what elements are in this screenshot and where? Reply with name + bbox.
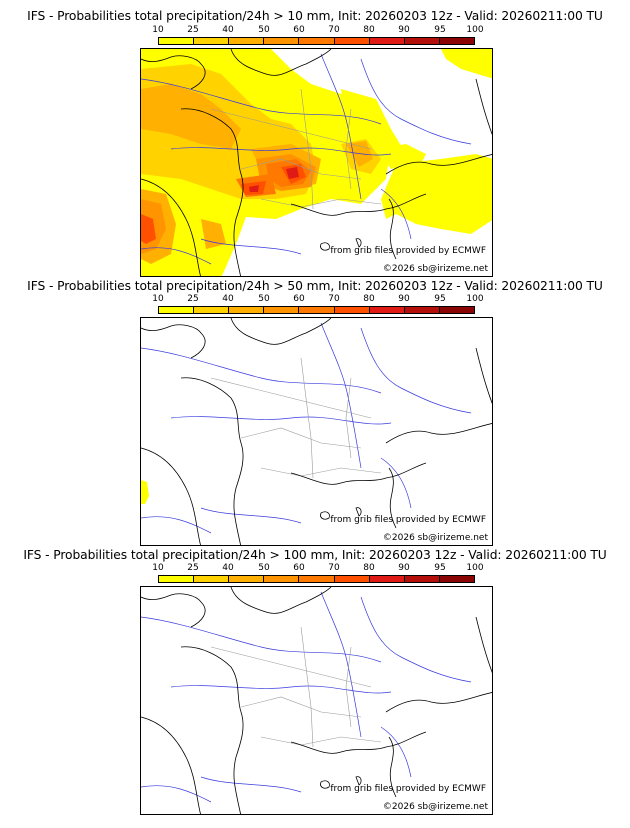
probability-field — [141, 480, 149, 504]
coastline — [141, 49, 492, 276]
tick-label: 80 — [363, 294, 375, 304]
tick-label: 70 — [328, 294, 340, 304]
colorbar-ticks: 10 25 40 50 60 70 80 90 95 100 — [0, 563, 630, 574]
coastline — [141, 318, 492, 545]
tick-label: 10 — [152, 25, 164, 35]
colorbar-segment — [403, 576, 439, 582]
colorbar-segment — [193, 307, 229, 313]
panel-title: IFS - Probabilities total precipitation/… — [23, 548, 607, 562]
tick-label: 60 — [293, 294, 305, 304]
colorbar-segment — [333, 307, 369, 313]
tick-label: 10 — [152, 294, 164, 304]
colorbar-segment — [368, 576, 404, 582]
colorbar-segment — [403, 38, 439, 44]
panel-title: IFS - Probabilities total precipitation/… — [27, 9, 603, 23]
map-frame: from grib files provided by ECMWF ©2026 … — [140, 586, 493, 815]
rivers — [141, 53, 472, 265]
copyright-credit: ©2026 sb@irizeme.net — [382, 802, 488, 812]
tick-label: 90 — [398, 563, 410, 573]
colorbar-segment — [438, 307, 474, 313]
colorbar — [158, 306, 475, 314]
tick-label: 60 — [293, 563, 305, 573]
colorbar — [158, 575, 475, 583]
colorbar-segment — [193, 576, 229, 582]
colorbar-segment — [159, 576, 194, 582]
colorbar — [158, 37, 475, 45]
tick-label: 80 — [363, 563, 375, 573]
colorbar-segment — [333, 38, 369, 44]
colorbar-segment — [228, 307, 264, 313]
probability-map — [141, 318, 492, 545]
tick-label: 40 — [222, 25, 234, 35]
colorbar-segment — [159, 307, 194, 313]
probability-map — [141, 587, 492, 814]
colorbar-segment — [263, 38, 299, 44]
map-frame: from grib files provided by ECMWF ©2026 … — [140, 317, 493, 546]
tick-label: 25 — [187, 563, 199, 573]
colorbar-ticks: 10 25 40 50 60 70 80 90 95 100 — [0, 25, 630, 36]
tick-label: 50 — [258, 294, 270, 304]
tick-label: 95 — [434, 294, 446, 304]
colorbar-segment — [298, 307, 334, 313]
colorbar-segment — [438, 576, 474, 582]
source-credit: from grib files provided by ECMWF — [330, 515, 486, 525]
colorbar-segment — [193, 38, 229, 44]
colorbar-segment — [298, 576, 334, 582]
panel-title: IFS - Probabilities total precipitation/… — [27, 279, 603, 293]
colorbar-segment — [263, 576, 299, 582]
colorbar-segment — [368, 38, 404, 44]
rivers — [141, 322, 472, 534]
probability-map — [141, 49, 492, 276]
map-frame: from grib files provided by ECMWF ©2026 … — [140, 48, 493, 277]
source-credit: from grib files provided by ECMWF — [330, 246, 486, 256]
colorbar-segment — [368, 307, 404, 313]
copyright-credit: ©2026 sb@irizeme.net — [382, 533, 488, 543]
colorbar-ticks: 10 25 40 50 60 70 80 90 95 100 — [0, 294, 630, 305]
colorbar-segment — [159, 38, 194, 44]
tick-label: 90 — [398, 294, 410, 304]
copyright-credit: ©2026 sb@irizeme.net — [382, 264, 488, 274]
tick-label: 80 — [363, 25, 375, 35]
tick-label: 70 — [328, 25, 340, 35]
rivers — [141, 591, 472, 803]
tick-label: 50 — [258, 25, 270, 35]
colorbar-segment — [438, 38, 474, 44]
colorbar-segment — [263, 307, 299, 313]
tick-label: 95 — [434, 25, 446, 35]
borders — [210, 357, 382, 479]
source-credit: from grib files provided by ECMWF — [330, 784, 486, 794]
tick-label: 50 — [258, 563, 270, 573]
colorbar-segment — [333, 576, 369, 582]
tick-label: 60 — [293, 25, 305, 35]
tick-label: 95 — [434, 563, 446, 573]
tick-label: 90 — [398, 25, 410, 35]
tick-label: 40 — [222, 294, 234, 304]
coastline — [141, 587, 492, 814]
tick-label: 70 — [328, 563, 340, 573]
tick-label: 10 — [152, 563, 164, 573]
tick-label: 100 — [466, 294, 484, 304]
colorbar-segment — [228, 576, 264, 582]
tick-label: 100 — [466, 563, 484, 573]
borders — [210, 88, 382, 210]
colorbar-segment — [403, 307, 439, 313]
tick-label: 100 — [466, 25, 484, 35]
tick-label: 25 — [187, 294, 199, 304]
colorbar-segment — [298, 38, 334, 44]
colorbar-segment — [228, 38, 264, 44]
tick-label: 25 — [187, 25, 199, 35]
tick-label: 40 — [222, 563, 234, 573]
borders — [210, 626, 382, 748]
